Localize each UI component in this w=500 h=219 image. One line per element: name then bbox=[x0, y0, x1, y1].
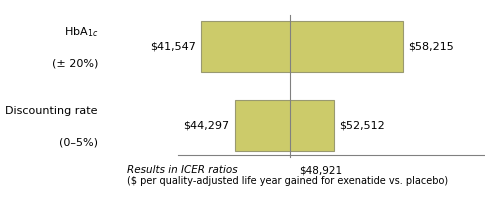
Text: (0–5%): (0–5%) bbox=[59, 137, 98, 147]
Text: ($ per quality-adjusted life year gained for exenatide vs. placebo): ($ per quality-adjusted life year gained… bbox=[127, 176, 448, 186]
Text: $52,512: $52,512 bbox=[339, 120, 384, 130]
Text: $44,297: $44,297 bbox=[184, 120, 230, 130]
Text: HbA$_{1c}$: HbA$_{1c}$ bbox=[64, 25, 98, 39]
Text: Discounting rate: Discounting rate bbox=[6, 106, 98, 116]
Bar bbox=[202, 21, 403, 72]
Text: (± 20%): (± 20%) bbox=[52, 59, 98, 69]
Bar bbox=[234, 100, 334, 151]
Text: $41,547: $41,547 bbox=[150, 42, 196, 52]
Text: $48,921: $48,921 bbox=[299, 165, 342, 175]
Text: Results in ICER ratios: Results in ICER ratios bbox=[127, 165, 238, 175]
Text: $58,215: $58,215 bbox=[408, 42, 454, 52]
